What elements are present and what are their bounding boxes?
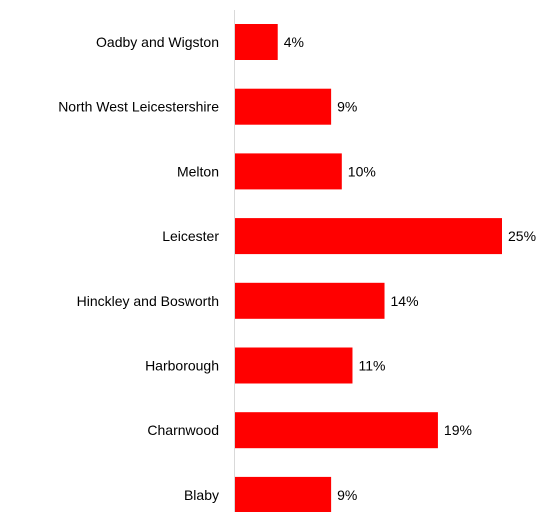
category-label: Leicester	[162, 228, 219, 244]
bar	[235, 153, 342, 190]
bar	[235, 347, 353, 384]
bar	[235, 476, 332, 512]
bar	[235, 88, 332, 125]
bar	[235, 24, 278, 60]
data-label: 25%	[508, 228, 536, 244]
data-label: 19%	[444, 422, 472, 438]
category-label: Harborough	[145, 358, 219, 374]
data-label: 9%	[337, 487, 357, 503]
bar	[235, 218, 502, 255]
category-label: Melton	[177, 163, 219, 179]
data-label: 11%	[358, 358, 385, 374]
category-label: Charnwood	[147, 422, 219, 438]
category-label: Oadby and Wigston	[96, 34, 219, 50]
value-labels-group: 4% 9% 10% 25% 14% 11% 19% 9%	[284, 34, 536, 503]
category-label: North West Leicestershire	[58, 99, 219, 115]
category-label: Blaby	[184, 487, 219, 503]
category-label: Hinckley and Bosworth	[77, 293, 219, 309]
data-label: 10%	[348, 163, 376, 179]
data-label: 9%	[337, 99, 357, 115]
category-labels-group: Oadby and Wigston North West Leicestershi…	[58, 34, 219, 503]
data-label: 4%	[284, 34, 304, 50]
bars-group	[235, 24, 502, 512]
bar	[235, 282, 385, 319]
bar	[235, 412, 438, 449]
data-label: 14%	[391, 293, 419, 309]
